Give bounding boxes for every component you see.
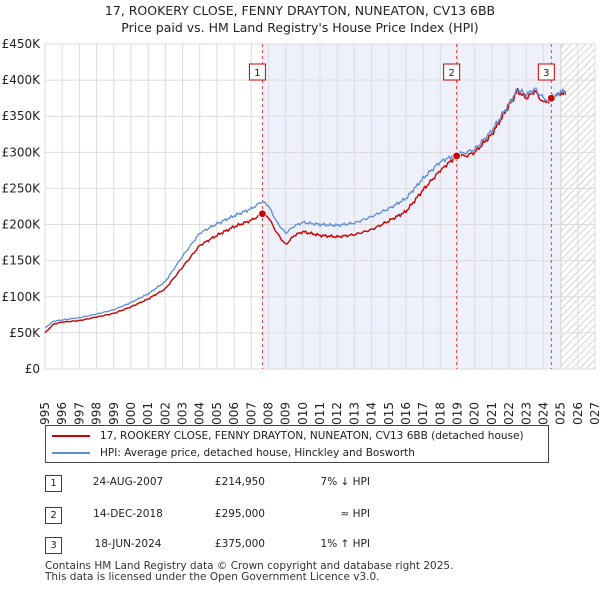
sale-flag-box-2	[443, 63, 461, 81]
legend: 17, ROOKERY CLOSE, FENNY DRAYTON, NUNEAT…	[45, 425, 549, 463]
chart-title: 17, ROOKERY CLOSE, FENNY DRAYTON, NUNEAT…	[0, 2, 600, 36]
x-tick-label: 2016	[399, 402, 413, 425]
x-tick-label: 2020	[468, 402, 482, 425]
x-tick-label: 2019	[451, 402, 465, 425]
sale-band-1	[262, 44, 457, 369]
price-chart: 1 2 3 £0 £50K £100K £150K £200K £250K £300K £350K…	[2, 37, 600, 425]
sale-hpi-comparison: 7% ↓ HPI	[320, 476, 370, 488]
sale-date: 18-JUN-2024	[94, 538, 162, 550]
sale-row-2: 2 14-DEC-2018 £295,000 ≈ HPI	[45, 507, 600, 525]
x-tick-label: 1999	[107, 402, 121, 425]
grid-lines	[44, 43, 596, 370]
sale-point-2	[452, 151, 461, 161]
sale-flag-label-3: 3	[543, 68, 549, 79]
x-tick-label: 2018	[433, 402, 447, 425]
y-tick-label: £400K	[2, 73, 42, 87]
x-tick-label: 2003	[176, 402, 190, 425]
x-tick-label: 2015	[382, 402, 396, 425]
series-line-hpi	[44, 87, 566, 329]
copyright-line: Contains HM Land Registry data © Crown c…	[45, 560, 454, 572]
x-tick-label: 2010	[296, 402, 310, 425]
y-tick-label: £0	[25, 362, 40, 376]
series-lines	[44, 87, 567, 334]
x-tick-label: 2005	[210, 402, 224, 425]
x-tick-label: 1995	[38, 402, 52, 425]
y-tick-label: £200K	[2, 218, 42, 232]
sale-hpi-comparison: 1% ↑ HPI	[320, 538, 370, 550]
sale-flags: 1 2 3	[248, 63, 555, 81]
legend-item-hpi: HPI: Average price, detached house, Hinc…	[52, 445, 415, 461]
sale-date: 24-AUG-2007	[92, 476, 164, 488]
x-tick-label: 2025	[554, 402, 568, 425]
sale-price: £375,000	[214, 538, 265, 550]
x-tick-label: 2014	[365, 402, 379, 425]
x-tick-label: 2024	[536, 402, 550, 425]
y-tick-label: £100K	[2, 290, 42, 304]
y-axis-labels: £0 £50K £100K £150K £200K £250K £300K £350K £400…	[2, 37, 42, 376]
y-tick-label: £50K	[9, 326, 41, 340]
sale-flag-box-3	[537, 63, 555, 81]
x-tick-label: 2012	[330, 402, 344, 425]
x-tick-label: 2000	[124, 402, 138, 425]
x-tick-label: 2006	[227, 402, 241, 425]
x-tick-label: 2002	[158, 402, 172, 425]
x-axis-labels: 1995 1996 1997 1998 1999 2000 2001 2002 2003 2004…	[38, 402, 600, 425]
legend-label-hpi: HPI: Average price, detached house, Hinc…	[100, 447, 415, 459]
sale-price: £295,000	[214, 508, 265, 520]
sale-number-badge: 2	[45, 507, 62, 524]
x-tick-label: 2022	[502, 402, 516, 425]
x-tick-label: 1998	[90, 402, 104, 425]
x-tick-label: 2007	[244, 402, 258, 425]
x-tick-label: 1996	[55, 402, 69, 425]
sale-number-badge: 3	[45, 537, 62, 554]
sale-points	[258, 93, 556, 218]
sale-row-1: 1 24-AUG-2007 £214,950 7% ↓ HPI	[45, 475, 600, 493]
sale-band-3	[551, 44, 561, 369]
sale-flag-label-1: 1	[254, 68, 260, 79]
legend-item-property: 17, ROOKERY CLOSE, FENNY DRAYTON, NUNEAT…	[52, 428, 524, 444]
sale-date: 14-DEC-2018	[93, 508, 163, 520]
x-tick-label: 2009	[279, 402, 293, 425]
legend-label-property: 17, ROOKERY CLOSE, FENNY DRAYTON, NUNEAT…	[100, 430, 524, 442]
series-line-property	[44, 87, 567, 334]
legend-swatch-property	[52, 435, 90, 437]
sale-flag-label-2: 2	[448, 68, 454, 79]
legend-swatch-hpi	[52, 452, 90, 454]
y-tick-label: £450K	[2, 37, 42, 51]
x-tick-label: 2026	[571, 402, 585, 425]
y-tick-label: £350K	[2, 109, 42, 123]
x-tick-label: 2017	[416, 402, 430, 425]
x-tick-label: 2001	[141, 402, 155, 425]
footer: Contains HM Land Registry data © Crown c…	[45, 561, 453, 583]
x-tick-label: 2008	[261, 402, 275, 425]
sale-point-3	[547, 93, 556, 103]
subtitle: Price paid vs. HM Land Registry's House …	[121, 20, 479, 35]
x-tick-label: 2027	[588, 402, 600, 425]
sale-price: £214,950	[214, 476, 265, 488]
sale-number-badge: 1	[45, 475, 62, 492]
sale-flag-box-1	[248, 63, 266, 81]
license-line: This data is licensed under the Open Gov…	[45, 571, 380, 583]
sale-row-3: 3 18-JUN-2024 £375,000 1% ↑ HPI	[45, 537, 600, 555]
sale-band-2	[456, 44, 552, 369]
x-tick-label: 2004	[193, 402, 207, 425]
x-tick-label: 2023	[519, 402, 533, 425]
sale-highlight-bands	[262, 44, 561, 369]
title: 17, ROOKERY CLOSE, FENNY DRAYTON, NUNEAT…	[104, 3, 496, 18]
x-tick-label: 2021	[485, 402, 499, 425]
y-tick-label: £150K	[2, 254, 42, 268]
y-tick-label: £250K	[2, 181, 42, 195]
x-tick-label: 2011	[313, 402, 327, 425]
x-tick-label: 2013	[347, 402, 361, 425]
sale-hpi-comparison: ≈ HPI	[340, 508, 370, 520]
sale-point-1	[258, 209, 267, 218]
y-tick-label: £300K	[2, 145, 42, 159]
x-tick-label: 1997	[72, 402, 86, 425]
